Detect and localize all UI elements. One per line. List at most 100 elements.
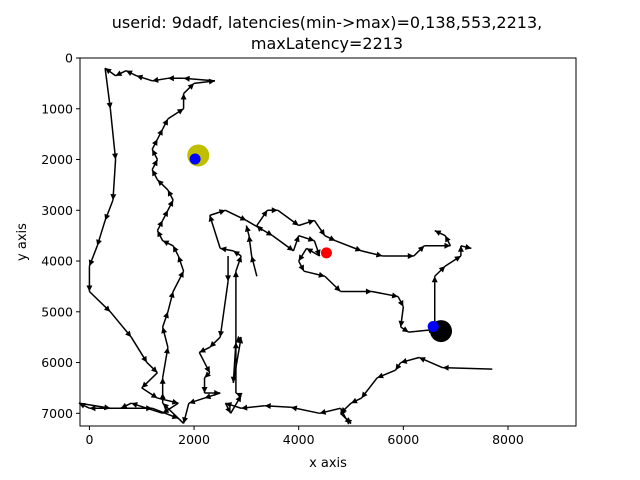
path_b-arrowhead-42 <box>126 70 133 77</box>
path_b-arrowhead-12 <box>159 393 166 400</box>
path_b-arrowhead-5 <box>204 371 211 378</box>
path_b-arrowhead-26 <box>167 189 174 197</box>
path-arrowhead-34 <box>314 249 321 256</box>
path-arrowhead-42 <box>397 300 404 307</box>
path_b-arrowhead-55 <box>151 366 158 373</box>
path_b-arrowhead-61 <box>120 402 128 409</box>
marker-2 <box>320 247 332 259</box>
path_b-arrowhead-56 <box>141 381 149 388</box>
path-arrowhead-24 <box>236 255 243 263</box>
path-arrowhead-31 <box>286 244 294 251</box>
path-arrowhead-38 <box>318 271 325 278</box>
y-tick-label-5: 5000 <box>41 304 73 319</box>
path-arrowhead-6 <box>351 397 358 404</box>
path_b-arrowhead-66 <box>171 413 179 420</box>
path-arrowhead-32 <box>293 235 300 243</box>
path-arrowhead-25 <box>233 250 240 257</box>
path-arrowhead-50 <box>438 266 446 273</box>
y-tick-label-3: 3000 <box>41 203 73 218</box>
path_b-arrowhead-54 <box>141 355 147 363</box>
path_b-arrowhead-18 <box>178 271 184 278</box>
path-arrowhead-33 <box>307 236 315 242</box>
path_b-arrowhead-15 <box>161 327 168 334</box>
path_c-arrowhead-6 <box>328 235 336 241</box>
path-arrowhead-14 <box>241 404 248 411</box>
marker-4 <box>427 321 439 333</box>
path_b-arrowhead-58 <box>171 398 179 405</box>
path-arrowhead-15 <box>225 402 233 408</box>
path-arrowhead-37 <box>298 264 304 272</box>
path-arrowhead-30 <box>265 230 273 236</box>
y-tick-label-2: 2000 <box>41 152 73 167</box>
path_b-arrowhead-23 <box>157 220 163 228</box>
path_c-arrowhead-4 <box>307 219 315 226</box>
path_b-arrowhead-38 <box>183 75 190 82</box>
path_b-arrowhead-21 <box>162 240 170 247</box>
path_b-arrowhead-13 <box>159 377 166 384</box>
path_b-segment-46 <box>109 108 117 160</box>
path_b-arrowhead-50 <box>88 259 95 267</box>
path_b-arrowhead-0 <box>225 275 232 282</box>
path_d-arrowhead-0 <box>250 255 257 263</box>
x-tick-label-3: 6000 <box>387 432 419 447</box>
path_b-arrowhead-43 <box>115 70 123 76</box>
path-arrowhead-4 <box>377 372 384 379</box>
path_b-arrowhead-3 <box>199 347 206 353</box>
path-arrowhead-26 <box>220 246 227 253</box>
y-tick-label-4: 4000 <box>41 254 73 269</box>
x-tick-label-0: 0 <box>85 432 93 447</box>
path-arrowhead-53 <box>464 244 472 250</box>
path_b-arrowhead-51 <box>86 285 93 292</box>
path_b-arrowhead-16 <box>163 311 169 319</box>
y-tick-label-0: 0 <box>65 51 73 66</box>
path-arrowhead-43 <box>398 320 405 328</box>
path_b-arrowhead-11 <box>162 403 170 410</box>
path_b-arrowhead-35 <box>180 93 187 100</box>
path_b-arrowhead-31 <box>152 139 158 146</box>
path_b-arrowhead-10 <box>182 416 188 424</box>
path_c-arrowhead-10 <box>417 245 425 253</box>
path-segment-21 <box>232 337 242 383</box>
path_b-arrowhead-65 <box>146 405 153 412</box>
path_d-arrowhead-2 <box>244 225 251 233</box>
path-arrowhead-27 <box>208 215 215 222</box>
path_b-arrowhead-28 <box>152 169 158 177</box>
chart-title-line-2: maxLatency=2213 <box>251 34 403 53</box>
path-arrowhead-9 <box>345 418 353 425</box>
x-axis-label: x axis <box>309 456 347 471</box>
path_b-arrowhead-32 <box>157 129 163 136</box>
path_b-arrowhead-14 <box>163 347 170 354</box>
path_b-arrowhead-22 <box>157 230 163 238</box>
x-tick-label-4: 8000 <box>492 432 524 447</box>
path_b-arrowhead-29 <box>152 159 158 167</box>
trajectory-group <box>78 67 493 425</box>
path_b-arrowhead-62 <box>89 405 96 412</box>
path_c-arrowhead-3 <box>292 219 299 226</box>
y-tick-label-6: 6000 <box>41 355 73 370</box>
path_b-arrowhead-57 <box>150 392 158 399</box>
path_b-arrowhead-1 <box>218 330 225 338</box>
path-arrowhead-41 <box>391 292 399 299</box>
y-ticks: 0 1000 2000 3000 4000 5000 6000 7000 <box>41 51 80 421</box>
path_b-arrowhead-17 <box>168 291 175 299</box>
markers-group <box>187 144 453 343</box>
path_b-arrowhead-40 <box>152 76 159 83</box>
path_b-arrowhead-4 <box>204 365 210 373</box>
path_c-arrowhead-11 <box>444 242 451 249</box>
path-arrowhead-16 <box>225 406 231 414</box>
path-arrowhead-28 <box>218 209 226 215</box>
path_b-arrowhead-19 <box>177 255 184 263</box>
path_c-arrowhead-12 <box>445 235 451 243</box>
path-arrowhead-35 <box>306 248 314 254</box>
path_b-arrowhead-59 <box>162 407 170 414</box>
path_b-arrowhead-49 <box>96 239 102 246</box>
path-arrowhead-5 <box>361 391 368 399</box>
path-segment-0 <box>442 366 493 370</box>
path-arrowhead-49 <box>431 276 438 283</box>
path_b-segment-47 <box>112 159 117 201</box>
path_c-arrowhead-9 <box>407 252 414 259</box>
y-tick-label-1: 1000 <box>41 101 73 116</box>
x-tick-label-2: 4000 <box>283 432 315 447</box>
path_d-arrowhead-1 <box>246 235 253 242</box>
path_b-arrowhead-6 <box>201 387 208 394</box>
